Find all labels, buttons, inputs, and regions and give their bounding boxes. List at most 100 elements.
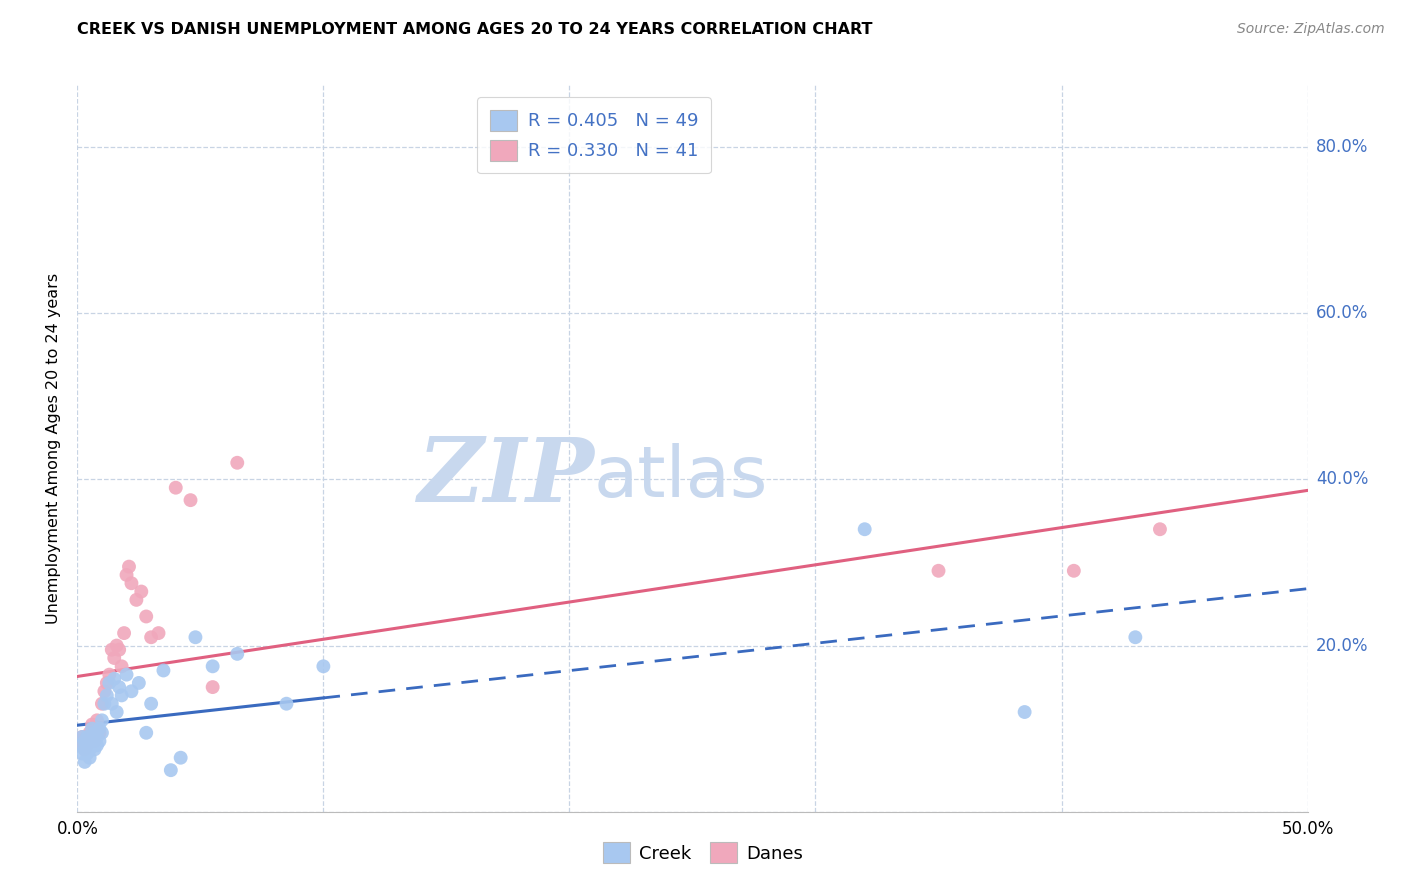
Point <box>76 730 98 744</box>
Point <box>69 738 91 752</box>
Point <box>170 750 193 764</box>
Point <box>79 734 101 748</box>
Point <box>1125 630 1147 644</box>
Point <box>76 747 98 761</box>
Point <box>83 726 105 740</box>
Text: 40.0%: 40.0% <box>1316 470 1368 489</box>
Point <box>79 734 101 748</box>
Point <box>89 734 111 748</box>
Text: atlas: atlas <box>595 442 769 512</box>
Point <box>86 730 108 744</box>
Point <box>115 667 138 681</box>
Point <box>90 726 114 740</box>
Point <box>201 680 224 694</box>
Point <box>90 697 114 711</box>
Point <box>152 664 174 678</box>
Point <box>93 697 115 711</box>
Point <box>79 750 101 764</box>
Point <box>105 705 128 719</box>
Point <box>111 659 132 673</box>
Point <box>73 742 96 756</box>
Point <box>83 742 105 756</box>
Point <box>73 734 96 748</box>
Point <box>180 493 202 508</box>
Point <box>98 676 121 690</box>
Point <box>928 564 950 578</box>
Point <box>76 738 98 752</box>
Point <box>853 522 876 536</box>
Point <box>82 730 104 744</box>
Point <box>103 672 125 686</box>
Text: 80.0%: 80.0% <box>1316 138 1368 156</box>
Text: 60.0%: 60.0% <box>1316 304 1368 322</box>
Point <box>312 659 335 673</box>
Point <box>121 576 143 591</box>
Point <box>141 697 163 711</box>
Y-axis label: Unemployment Among Ages 20 to 24 years: Unemployment Among Ages 20 to 24 years <box>46 273 62 624</box>
Point <box>160 763 183 777</box>
Point <box>82 722 104 736</box>
Point <box>86 714 108 728</box>
Point <box>1014 705 1036 719</box>
Text: Source: ZipAtlas.com: Source: ZipAtlas.com <box>1237 22 1385 37</box>
Text: CREEK VS DANISH UNEMPLOYMENT AMONG AGES 20 TO 24 YEARS CORRELATION CHART: CREEK VS DANISH UNEMPLOYMENT AMONG AGES … <box>77 22 873 37</box>
Point <box>135 726 157 740</box>
Point <box>82 738 104 752</box>
Point <box>98 667 121 681</box>
Point <box>70 747 93 761</box>
Point <box>108 642 131 657</box>
Point <box>184 630 207 644</box>
Point <box>103 651 125 665</box>
Point <box>69 734 91 748</box>
Point <box>105 639 128 653</box>
Point <box>83 734 105 748</box>
Text: 20.0%: 20.0% <box>1316 637 1368 655</box>
Text: ZIP: ZIP <box>418 434 595 521</box>
Point <box>108 680 131 694</box>
Point <box>86 738 108 752</box>
Point <box>125 592 148 607</box>
Legend: R = 0.405   N = 49, R = 0.330   N = 41: R = 0.405 N = 49, R = 0.330 N = 41 <box>477 97 711 173</box>
Point <box>83 726 105 740</box>
Point <box>276 697 298 711</box>
Point <box>73 755 96 769</box>
Point <box>76 730 98 744</box>
Point <box>112 626 135 640</box>
Point <box>1063 564 1085 578</box>
Point <box>76 738 98 752</box>
Point <box>89 726 111 740</box>
Point <box>101 697 124 711</box>
Point <box>73 742 96 756</box>
Point <box>70 730 93 744</box>
Point <box>101 642 124 657</box>
Point <box>201 659 224 673</box>
Point <box>83 734 105 748</box>
Point <box>86 726 108 740</box>
Point <box>165 481 187 495</box>
Point <box>115 568 138 582</box>
Point <box>148 626 170 640</box>
Point <box>118 559 141 574</box>
Point <box>70 738 93 752</box>
Point <box>89 722 111 736</box>
Point <box>70 730 93 744</box>
Point <box>128 676 150 690</box>
Point <box>141 630 163 644</box>
Point <box>135 609 157 624</box>
Point <box>93 684 115 698</box>
Point <box>82 717 104 731</box>
Point <box>1149 522 1171 536</box>
Legend: Creek, Danes: Creek, Danes <box>592 831 814 874</box>
Point <box>226 456 249 470</box>
Point <box>111 689 132 703</box>
Point <box>79 742 101 756</box>
Point <box>79 726 101 740</box>
Point <box>129 584 153 599</box>
Point <box>226 647 249 661</box>
Point <box>96 689 118 703</box>
Point <box>86 722 108 736</box>
Point <box>73 734 96 748</box>
Point <box>121 684 143 698</box>
Point <box>90 714 114 728</box>
Point <box>82 730 104 744</box>
